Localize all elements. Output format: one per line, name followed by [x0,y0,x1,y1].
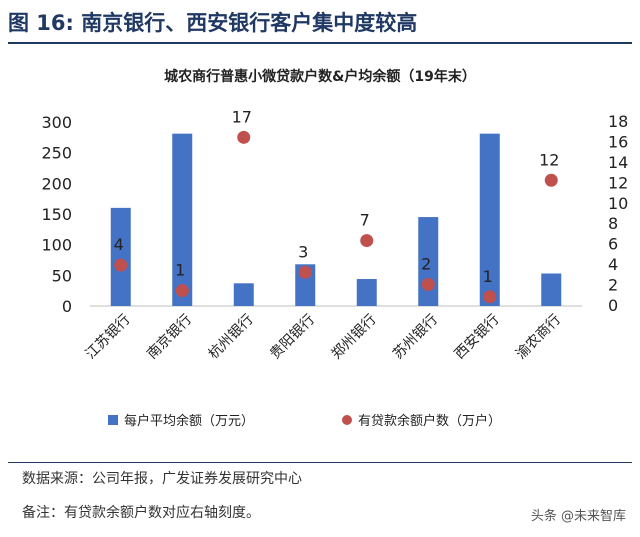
footer-rule [8,462,632,463]
y-right-tick-label: 12 [608,173,628,192]
y-left-tick-label: 100 [41,236,72,255]
y-left-tick-label: 200 [41,174,72,193]
watermark: 头条 @未来智库 [530,509,626,524]
scatter-point [175,284,189,298]
data-label: 12 [539,150,559,169]
x-tick-label: 郑州银行 [329,312,380,363]
y-left-tick-label: 50 [52,266,72,285]
y-left-tick-label: 150 [41,205,72,224]
x-tick-label: 渝农商行 [513,312,564,363]
legend-item-dot: 有贷款余额户数（万户） [342,410,501,429]
legend-item-bar: 每户平均余额（万元） [108,410,254,429]
scatter-point [298,265,312,279]
scatter-point [483,290,497,304]
y-left-tick-label: 250 [41,144,72,163]
y-right-tick-label: 6 [608,235,618,254]
chart-canvas: 0501001502002503000246810121416184117372… [41,107,628,363]
x-tick-label: 杭州银行 [206,312,257,363]
y-left-tick-label: 0 [62,297,72,316]
data-label: 1 [483,267,493,286]
bar [479,133,500,306]
bar [356,279,377,306]
data-label: 2 [421,255,431,274]
x-tick-label: 西安银行 [452,312,503,363]
figure-header: 图 16: 南京银行、西安银行客户集中度较高 [0,0,640,40]
y-right-tick-label: 16 [608,132,628,151]
header-rule [8,42,632,44]
x-tick-label: 贵阳银行 [267,312,318,363]
bar [541,273,562,306]
y-right-tick-label: 0 [608,296,618,315]
scatter-point [237,130,251,144]
note-text: 备注：有贷款余额户数对应右轴刻度。 [22,505,260,521]
scatter-point [421,278,435,292]
bar [172,133,193,306]
data-label: 17 [232,107,252,126]
bar [233,283,254,306]
data-label: 1 [175,261,185,280]
y-right-tick-label: 2 [608,276,618,295]
legend-bar-label: 每户平均余额（万元） [124,414,255,429]
legend-dot-label: 有贷款余额户数（万户） [358,414,502,429]
data-label: 4 [114,235,124,254]
scatter-point [360,234,374,248]
figure-title: 图 16: 南京银行、西安银行客户集中度较高 [8,11,418,35]
scatter-point [114,258,128,272]
scatter-point [544,173,558,187]
x-tick-label: 江苏银行 [83,312,134,363]
data-label: 7 [360,211,370,230]
chart-title: 城农商行普惠小微贷款户数&户均余额（19年末） [164,69,476,85]
y-right-tick-label: 14 [608,153,628,172]
y-right-tick-label: 8 [608,214,618,233]
bar [110,207,131,306]
y-left-tick-label: 300 [41,113,72,132]
legend-dot-swatch [342,414,352,425]
data-label: 3 [298,242,308,261]
legend-bar-swatch [108,414,118,425]
chart-area: 城农商行普惠小微贷款户数&户均余额（19年末） 0 50 100 150 200 250 3… [0,44,640,462]
x-tick-label: 南京银行 [144,312,195,363]
y-right-tick-label: 18 [608,112,628,131]
x-tick-label: 苏州银行 [390,312,441,363]
y-right-tick-label: 4 [608,255,618,274]
source-text: 数据来源：公司年报，广发证券发展研究中心 [22,471,302,487]
y-right-tick-label: 10 [608,194,628,213]
chart-legend: 每户平均余额（万元） 有贷款余额户数（万户） [0,410,640,430]
